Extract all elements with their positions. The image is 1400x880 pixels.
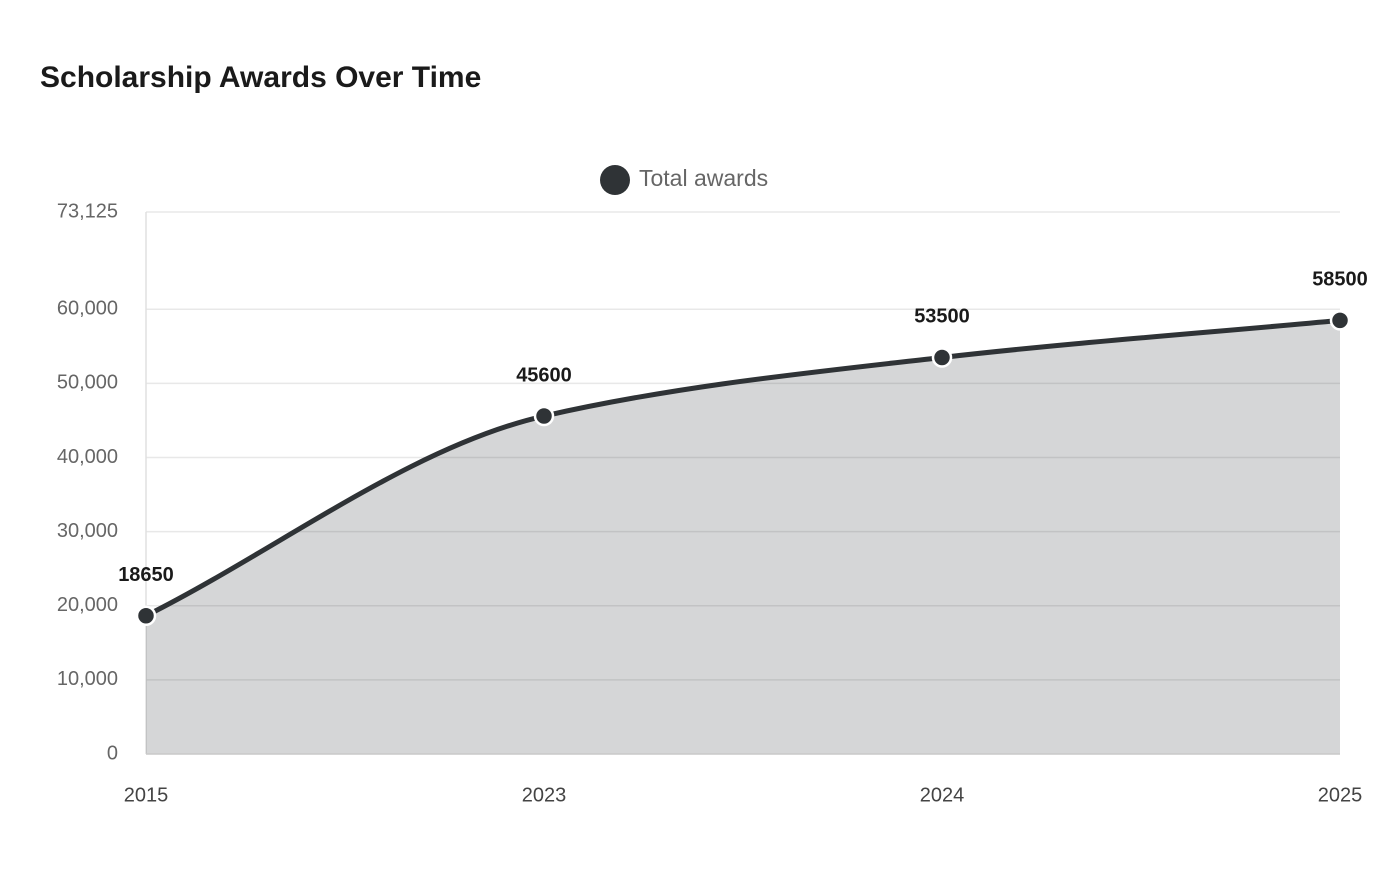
- point: [533, 405, 555, 427]
- x-tick-label: 2025: [1318, 784, 1363, 806]
- y-tick-label: 73,125: [57, 200, 118, 222]
- y-tick-label: 0: [107, 742, 118, 764]
- area: [146, 320, 1340, 754]
- point: [931, 347, 953, 368]
- y-tick-label: 10,000: [57, 668, 118, 690]
- point: [135, 605, 157, 627]
- y-tick-label: 20,000: [57, 594, 118, 616]
- data-label: 58500: [1312, 269, 1368, 291]
- x-tick-label: 2015: [124, 784, 169, 806]
- x-tick-label: 2024: [920, 784, 965, 806]
- y-tick-label: 40,000: [57, 446, 118, 468]
- legend-label: Total awards: [639, 165, 768, 191]
- y-tick-label: 30,000: [57, 520, 118, 542]
- y-tick-label: 50,000: [57, 372, 118, 394]
- line: [144, 317, 1341, 619]
- legend-marker: [600, 165, 630, 195]
- point: [1329, 310, 1351, 331]
- data-label: 53500: [914, 306, 970, 328]
- data-label: 18650: [118, 564, 174, 586]
- chart-title: Scholarship Awards Over Time: [40, 61, 481, 94]
- data-label: 45600: [516, 364, 572, 386]
- y-tick-label: 60,000: [57, 298, 118, 320]
- x-tick-label: 2023: [522, 784, 567, 806]
